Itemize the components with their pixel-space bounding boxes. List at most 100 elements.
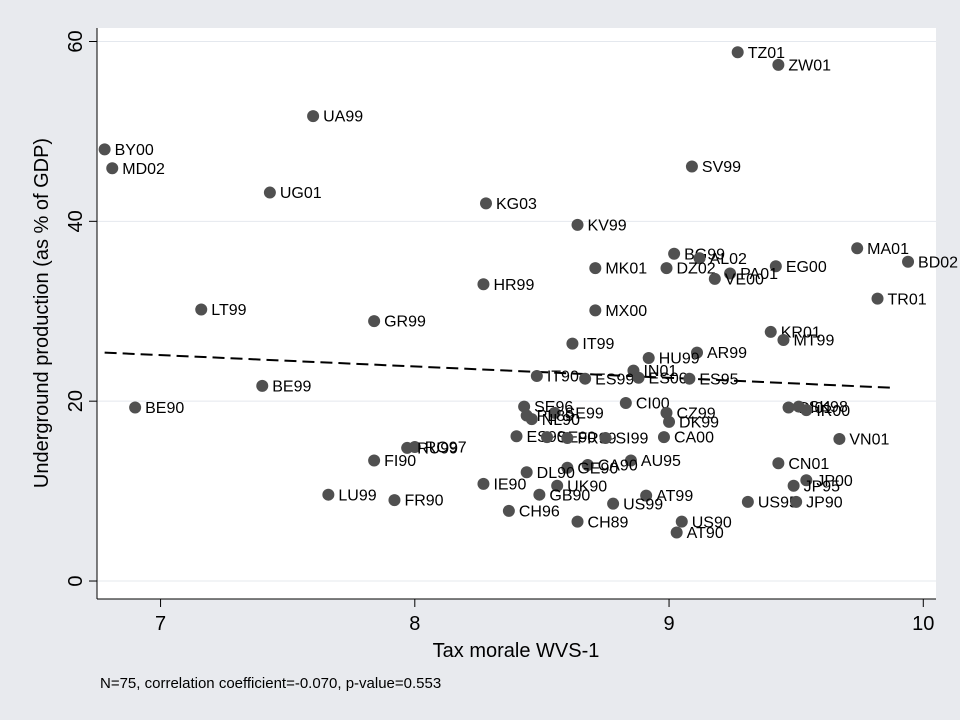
point-label: SE99: [565, 405, 604, 422]
data-point: [663, 415, 676, 428]
y-tick-label: 20: [65, 390, 87, 412]
data-point: [787, 479, 800, 492]
data-point: [129, 401, 142, 414]
data-point: [551, 479, 564, 492]
point-label: IN01: [643, 363, 677, 380]
data-point: [561, 461, 574, 474]
point-label: DL90: [537, 465, 575, 482]
data-point: [640, 489, 653, 502]
data-point: [307, 110, 320, 123]
data-point: [660, 406, 673, 419]
data-point: [98, 143, 111, 156]
point-label: KG03: [496, 196, 537, 213]
chart-footnote: N=75, correlation coefficient=-0.070, p-…: [100, 675, 442, 692]
point-label: LU99: [338, 487, 376, 504]
data-point: [571, 515, 584, 528]
point-label: BY00: [115, 142, 154, 159]
data-point: [256, 379, 269, 392]
point-label: AR99: [707, 345, 747, 362]
point-label: VN01: [849, 432, 889, 449]
point-label: RU99: [417, 441, 458, 458]
point-label: CI00: [636, 396, 670, 413]
point-label: CA90: [598, 458, 638, 475]
data-point: [668, 247, 681, 260]
point-label: JP95: [804, 478, 841, 495]
y-tick-label: 60: [65, 30, 87, 52]
point-label: FI90: [384, 453, 416, 470]
point-label: GR99: [384, 314, 426, 331]
point-label: IT90: [547, 369, 579, 386]
point-label: CH89: [588, 514, 629, 531]
data-point: [477, 477, 490, 490]
point-label: DK99: [679, 414, 719, 431]
point-label: JP90: [806, 494, 843, 511]
data-point: [530, 369, 543, 382]
point-label: NL90: [542, 412, 580, 429]
data-point: [368, 454, 381, 467]
point-label: KR01: [781, 325, 821, 342]
data-point: [401, 441, 414, 454]
data-point: [263, 186, 276, 199]
data-point: [731, 46, 744, 59]
data-point: [657, 431, 670, 444]
data-point: [624, 454, 637, 467]
point-label: UA99: [323, 109, 363, 126]
data-point: [902, 255, 915, 268]
point-label: IE90: [493, 477, 526, 494]
point-label: ES00: [649, 370, 688, 387]
data-point: [693, 252, 706, 265]
data-point: [571, 218, 584, 231]
data-point: [851, 242, 864, 255]
point-label: GB90: [549, 487, 590, 504]
data-point: [642, 352, 655, 365]
point-label: LT99: [211, 302, 246, 319]
point-label: US99: [623, 496, 663, 513]
data-point: [683, 372, 696, 385]
data-point: [772, 58, 785, 71]
data-point: [589, 262, 602, 275]
data-point: [599, 432, 612, 445]
point-label: MK01: [605, 261, 647, 278]
point-label: BE99: [272, 378, 311, 395]
point-label: EG00: [786, 259, 827, 276]
point-label: UG01: [280, 185, 322, 202]
y-tick-label: 40: [65, 210, 87, 232]
point-label: SV99: [702, 159, 741, 176]
data-point: [833, 432, 846, 445]
point-label: GE90: [577, 460, 618, 477]
data-point: [510, 430, 523, 443]
point-label: US95: [758, 494, 798, 511]
data-point: [675, 515, 688, 528]
point-label: TR01: [888, 291, 927, 308]
data-point: [619, 396, 632, 409]
point-label: PA01: [740, 266, 778, 283]
point-label: MT99: [793, 333, 834, 350]
data-point: [548, 406, 561, 419]
point-label: ZW01: [788, 57, 831, 74]
data-point: [477, 278, 490, 291]
data-point: [769, 260, 782, 273]
point-label: SK98: [809, 399, 848, 416]
data-point: [607, 497, 620, 510]
point-label: ES99: [595, 371, 634, 388]
point-label: IT99: [582, 336, 614, 353]
fit-line-group: [104, 351, 891, 389]
point-label: VE00: [725, 271, 764, 288]
axes: 0 20 40 60 7 8 9 10: [65, 28, 936, 635]
point-label: HU99: [659, 351, 700, 368]
point-label: CH96: [519, 503, 560, 520]
point-label: AT90: [687, 525, 724, 542]
data-point: [772, 457, 785, 470]
data-point: [106, 162, 119, 175]
data-point: [479, 197, 492, 210]
data-point: [322, 488, 335, 501]
data-point: [724, 267, 737, 280]
x-axis-title: Tax morale WVS-1: [433, 640, 600, 662]
data-point: [525, 413, 538, 426]
data-point: [790, 495, 803, 508]
data-point: [388, 494, 401, 507]
point-label: PL89: [537, 408, 574, 425]
fit-line: [104, 351, 891, 389]
data-point: [632, 371, 645, 384]
